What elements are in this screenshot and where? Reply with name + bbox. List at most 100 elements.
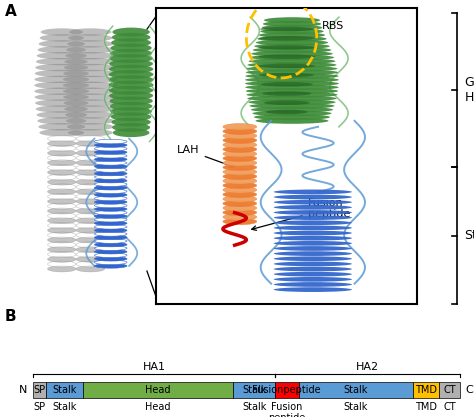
Text: Stalk: Stalk [242, 402, 266, 412]
Ellipse shape [68, 129, 113, 136]
Ellipse shape [274, 210, 352, 215]
Ellipse shape [38, 123, 85, 131]
Ellipse shape [109, 59, 153, 68]
Text: Stalk: Stalk [344, 385, 368, 395]
Ellipse shape [76, 232, 105, 238]
Ellipse shape [94, 228, 127, 233]
Ellipse shape [94, 242, 127, 247]
Ellipse shape [256, 40, 328, 45]
Ellipse shape [36, 111, 87, 118]
Ellipse shape [94, 178, 127, 183]
Ellipse shape [94, 246, 127, 250]
Ellipse shape [94, 264, 127, 268]
Ellipse shape [47, 256, 76, 262]
Ellipse shape [223, 205, 257, 211]
Ellipse shape [47, 174, 76, 180]
Bar [46, 382, 82, 398]
Ellipse shape [35, 70, 89, 77]
Ellipse shape [76, 266, 105, 272]
Ellipse shape [68, 34, 112, 42]
Ellipse shape [109, 91, 153, 100]
Ellipse shape [249, 103, 335, 109]
Ellipse shape [246, 92, 337, 98]
Ellipse shape [47, 227, 76, 233]
Ellipse shape [261, 82, 313, 87]
Ellipse shape [94, 186, 127, 190]
Ellipse shape [47, 213, 76, 219]
Ellipse shape [76, 218, 105, 224]
Ellipse shape [223, 160, 257, 166]
Ellipse shape [274, 236, 352, 241]
Ellipse shape [64, 64, 117, 71]
Text: SP: SP [34, 385, 46, 395]
Ellipse shape [274, 226, 352, 230]
Ellipse shape [274, 190, 352, 194]
Ellipse shape [67, 40, 113, 48]
Ellipse shape [47, 232, 76, 238]
Ellipse shape [94, 146, 127, 151]
Ellipse shape [94, 207, 127, 211]
Ellipse shape [223, 191, 257, 198]
Ellipse shape [63, 82, 118, 89]
Ellipse shape [47, 198, 76, 204]
Text: Fusionpeptide: Fusionpeptide [253, 385, 321, 395]
Ellipse shape [274, 272, 352, 276]
Ellipse shape [223, 123, 257, 130]
Ellipse shape [274, 205, 352, 210]
Ellipse shape [110, 102, 153, 111]
Ellipse shape [76, 141, 105, 146]
Ellipse shape [274, 256, 352, 261]
Ellipse shape [262, 25, 322, 30]
Ellipse shape [76, 155, 105, 161]
Ellipse shape [94, 232, 127, 236]
Ellipse shape [110, 49, 152, 58]
Ellipse shape [274, 251, 352, 256]
Ellipse shape [247, 95, 337, 101]
Ellipse shape [76, 261, 105, 267]
Ellipse shape [94, 214, 127, 219]
Ellipse shape [113, 128, 149, 137]
Ellipse shape [245, 84, 339, 90]
Ellipse shape [94, 164, 127, 169]
Ellipse shape [109, 96, 153, 106]
Ellipse shape [47, 184, 76, 190]
Ellipse shape [246, 88, 338, 94]
Text: TMD: TMD [415, 385, 437, 395]
Ellipse shape [47, 193, 76, 199]
Ellipse shape [76, 174, 105, 180]
Ellipse shape [109, 75, 154, 84]
Ellipse shape [264, 100, 310, 105]
Ellipse shape [258, 55, 315, 59]
Ellipse shape [47, 266, 76, 272]
Ellipse shape [110, 43, 152, 53]
Ellipse shape [37, 52, 87, 59]
Ellipse shape [246, 69, 338, 75]
Ellipse shape [41, 28, 83, 36]
Ellipse shape [76, 188, 105, 195]
Ellipse shape [109, 54, 153, 63]
Ellipse shape [47, 169, 76, 176]
Ellipse shape [47, 155, 76, 161]
Ellipse shape [47, 203, 76, 209]
Ellipse shape [94, 211, 127, 215]
Ellipse shape [254, 43, 330, 49]
Ellipse shape [66, 46, 115, 53]
Ellipse shape [47, 261, 76, 267]
Ellipse shape [94, 249, 127, 254]
Ellipse shape [76, 150, 105, 156]
Ellipse shape [64, 58, 116, 65]
Ellipse shape [258, 64, 315, 68]
Ellipse shape [76, 237, 105, 243]
Ellipse shape [47, 246, 76, 253]
Ellipse shape [47, 136, 76, 142]
Ellipse shape [109, 80, 154, 90]
Ellipse shape [260, 28, 324, 34]
Ellipse shape [223, 218, 257, 225]
Ellipse shape [40, 34, 84, 42]
Ellipse shape [94, 256, 127, 261]
Ellipse shape [223, 214, 257, 220]
Ellipse shape [36, 58, 88, 65]
Ellipse shape [76, 165, 105, 171]
Ellipse shape [260, 27, 314, 31]
Ellipse shape [248, 58, 336, 64]
